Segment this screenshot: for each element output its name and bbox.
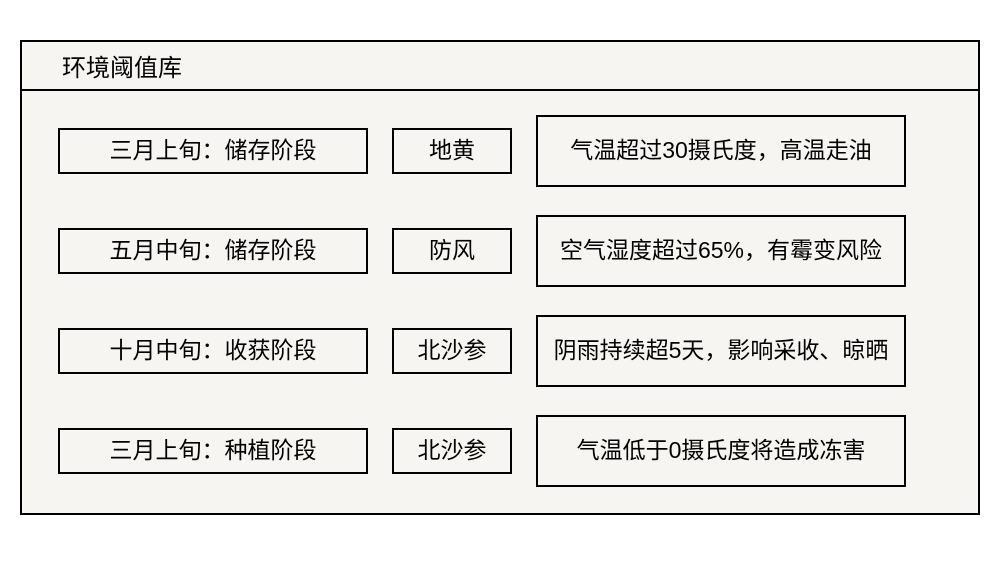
note-cell: 气温超过30摄氏度，高温走油 (536, 115, 906, 187)
note-cell: 气温低于0摄氏度将造成冻害 (536, 415, 906, 487)
threshold-library-panel: 环境阈值库 三月上旬：储存阶段 地黄 气温超过30摄氏度，高温走油 五月中旬：储… (20, 40, 980, 515)
stage-cell: 五月中旬：储存阶段 (58, 228, 368, 274)
table-row: 五月中旬：储存阶段 防风 空气湿度超过65%，有霉变风险 (58, 215, 942, 287)
stage-cell: 三月上旬：储存阶段 (58, 128, 368, 174)
table-row: 三月上旬：储存阶段 地黄 气温超过30摄氏度，高温走油 (58, 115, 942, 187)
stage-cell: 十月中旬：收获阶段 (58, 328, 368, 374)
table-row: 三月上旬：种植阶段 北沙参 气温低于0摄氏度将造成冻害 (58, 415, 942, 487)
panel-title: 环境阈值库 (22, 42, 978, 91)
herb-cell: 防风 (392, 228, 512, 274)
note-cell: 空气湿度超过65%，有霉变风险 (536, 215, 906, 287)
note-cell: 阴雨持续超5天，影响采收、晾晒 (536, 315, 906, 387)
herb-cell: 北沙参 (392, 428, 512, 474)
herb-cell: 北沙参 (392, 328, 512, 374)
stage-cell: 三月上旬：种植阶段 (58, 428, 368, 474)
herb-cell: 地黄 (392, 128, 512, 174)
table-row: 十月中旬：收获阶段 北沙参 阴雨持续超5天，影响采收、晾晒 (58, 315, 942, 387)
content-area: 三月上旬：储存阶段 地黄 气温超过30摄氏度，高温走油 五月中旬：储存阶段 防风… (22, 91, 978, 513)
title-text: 环境阈值库 (62, 55, 182, 82)
